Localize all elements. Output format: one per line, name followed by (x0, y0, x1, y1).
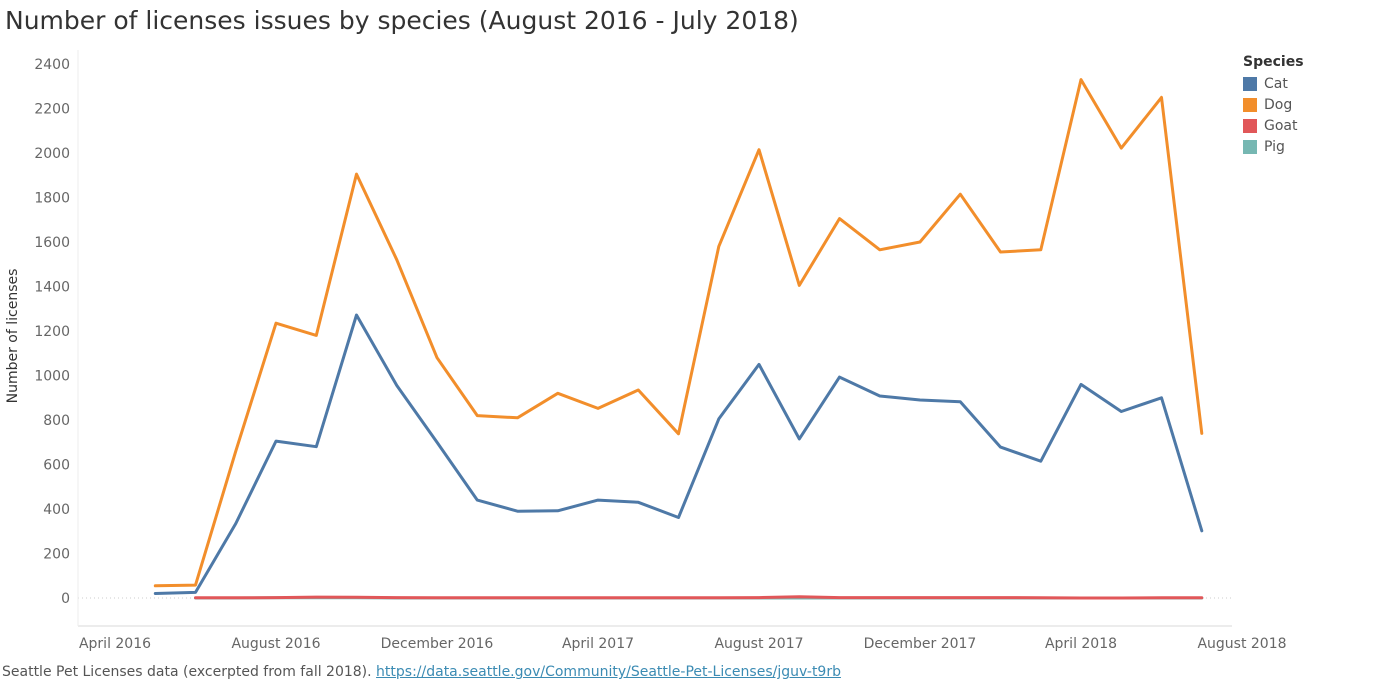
y-tick-label: 1600 (34, 235, 70, 251)
x-tick-label: December 2016 (381, 636, 494, 652)
y-axis-label: Number of licenses (5, 269, 21, 404)
legend: Species Cat Dog Goat Pig (1243, 54, 1304, 157)
y-tick-label: 1400 (34, 280, 70, 296)
y-tick-label: 800 (43, 413, 70, 429)
x-tick-label: August 2017 (714, 636, 803, 652)
legend-item-dog[interactable]: Dog (1243, 94, 1304, 115)
chart-title: Number of licenses issues by species (Au… (5, 6, 799, 35)
legend-label-dog: Dog (1264, 96, 1293, 113)
y-tick-label: 1800 (34, 191, 70, 207)
legend-swatch-cat (1243, 76, 1257, 91)
y-tick-label: 1000 (34, 369, 70, 385)
legend-title: Species (1243, 54, 1304, 70)
y-tick-label: 1200 (34, 324, 70, 340)
y-tick-label: 0 (61, 591, 70, 607)
legend-item-cat[interactable]: Cat (1243, 73, 1304, 94)
legend-label-goat: Goat (1264, 117, 1298, 134)
x-tick-label: August 2018 (1197, 636, 1286, 652)
legend-item-goat[interactable]: Goat (1243, 115, 1304, 136)
x-tick-label: December 2017 (864, 636, 977, 652)
y-tick-label: 2200 (34, 102, 70, 118)
x-tick-label: April 2018 (1045, 636, 1117, 652)
footer-source-text: Seattle Pet Licenses data (excerpted fro… (2, 664, 372, 680)
legend-label-pig: Pig (1264, 138, 1285, 155)
legend-swatch-dog (1243, 97, 1257, 112)
y-tick-label: 2400 (34, 57, 70, 73)
y-tick-label: 600 (43, 458, 70, 474)
x-tick-label: August 2016 (231, 636, 320, 652)
legend-item-pig[interactable]: Pig (1243, 136, 1304, 157)
legend-swatch-pig (1243, 139, 1257, 154)
x-tick-label: April 2016 (79, 636, 151, 652)
y-tick-label: 200 (43, 547, 70, 563)
series-line-goat[interactable] (194, 595, 1204, 600)
legend-swatch-goat (1243, 118, 1257, 133)
series-line-dog[interactable] (153, 78, 1204, 588)
x-tick-label: April 2017 (562, 636, 634, 652)
legend-label-cat: Cat (1264, 75, 1288, 92)
y-tick-label: 2000 (34, 146, 70, 162)
series-line-cat[interactable] (153, 313, 1204, 595)
y-tick-label: 400 (43, 502, 70, 518)
footer: Seattle Pet Licenses data (excerpted fro… (2, 664, 841, 680)
source-link[interactable]: https://data.seattle.gov/Community/Seatt… (376, 664, 841, 680)
